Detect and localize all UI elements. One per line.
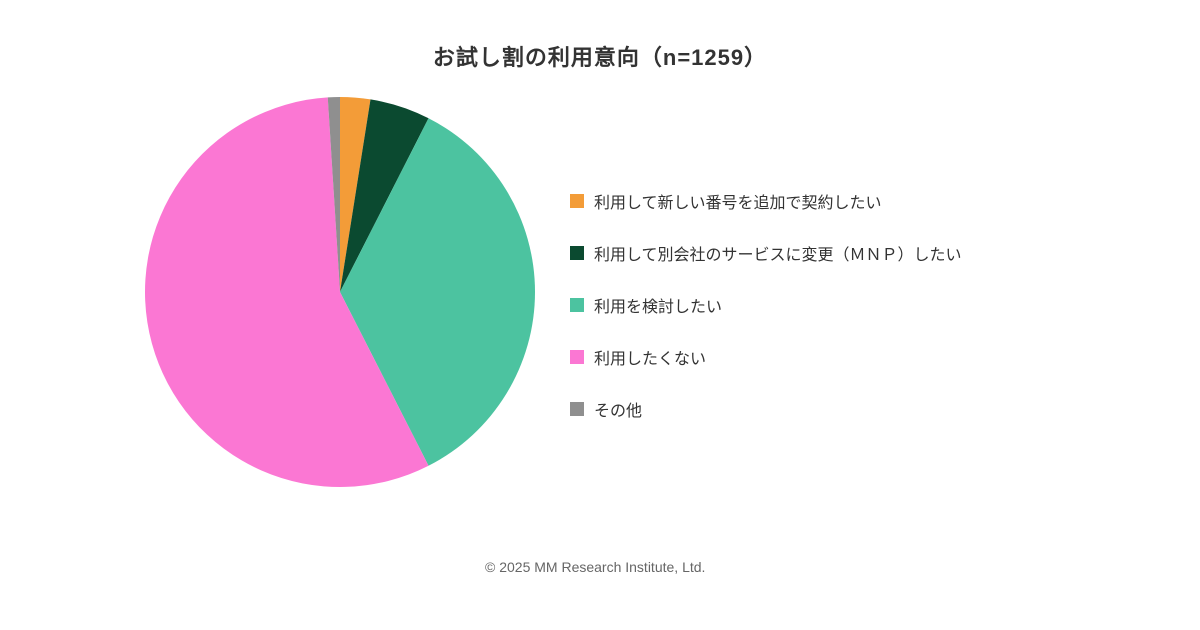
legend-label-1: 利用して別会社のサービスに変更（ＭＮＰ）したい <box>594 241 962 265</box>
pie-chart <box>140 92 540 497</box>
legend-swatch-1 <box>570 246 584 260</box>
legend-swatch-0 <box>570 194 584 208</box>
legend-label-0: 利用して新しい番号を追加で契約したい <box>594 189 882 213</box>
pie-svg <box>140 92 540 492</box>
legend-item-1: 利用して別会社のサービスに変更（ＭＮＰ）したい <box>570 241 1120 265</box>
legend: 利用して新しい番号を追加で契約したい利用して別会社のサービスに変更（ＭＮＰ）した… <box>570 169 1120 421</box>
legend-swatch-2 <box>570 298 584 312</box>
legend-item-2: 利用を検討したい <box>570 293 1120 317</box>
chart-title: お試し割の利用意向（n=1259） <box>433 40 767 72</box>
copyright: © 2025 MM Research Institute, Ltd. <box>485 559 705 575</box>
legend-label-3: 利用したくない <box>594 345 706 369</box>
chart-container: 利用して新しい番号を追加で契約したい利用して別会社のサービスに変更（ＭＮＰ）した… <box>0 92 1200 497</box>
legend-item-0: 利用して新しい番号を追加で契約したい <box>570 189 1120 213</box>
legend-swatch-4 <box>570 402 584 416</box>
legend-label-4: その他 <box>594 397 642 421</box>
legend-item-4: その他 <box>570 397 1120 421</box>
legend-swatch-3 <box>570 350 584 364</box>
legend-label-2: 利用を検討したい <box>594 293 722 317</box>
legend-item-3: 利用したくない <box>570 345 1120 369</box>
